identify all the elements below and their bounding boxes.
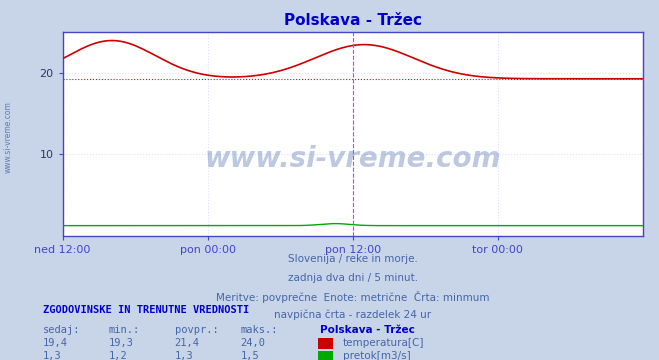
Text: maks.:: maks.:	[241, 325, 278, 335]
Text: ZGODOVINSKE IN TRENUTNE VREDNOSTI: ZGODOVINSKE IN TRENUTNE VREDNOSTI	[43, 305, 249, 315]
Text: min.:: min.:	[109, 325, 140, 335]
Text: sedaj:: sedaj:	[43, 325, 80, 335]
Text: 19,3: 19,3	[109, 338, 134, 348]
Text: 21,4: 21,4	[175, 338, 200, 348]
Text: Polskava - Tržec: Polskava - Tržec	[320, 325, 415, 335]
Text: www.si-vreme.com: www.si-vreme.com	[204, 144, 501, 172]
Text: 1,3: 1,3	[43, 351, 61, 360]
Text: povpr.:: povpr.:	[175, 325, 218, 335]
Text: www.si-vreme.com: www.si-vreme.com	[3, 101, 13, 173]
Title: Polskava - Tržec: Polskava - Tržec	[283, 13, 422, 28]
Text: zadnja dva dni / 5 minut.: zadnja dva dni / 5 minut.	[287, 273, 418, 283]
Text: 24,0: 24,0	[241, 338, 266, 348]
Text: 19,4: 19,4	[43, 338, 68, 348]
Text: Meritve: povprečne  Enote: metrične  Črta: minmum: Meritve: povprečne Enote: metrične Črta:…	[215, 291, 490, 303]
Text: navpična črta - razdelek 24 ur: navpična črta - razdelek 24 ur	[274, 310, 431, 320]
Text: Slovenija / reke in morje.: Slovenija / reke in morje.	[287, 254, 418, 264]
Text: temperatura[C]: temperatura[C]	[343, 338, 424, 348]
Text: 1,3: 1,3	[175, 351, 193, 360]
Text: pretok[m3/s]: pretok[m3/s]	[343, 351, 411, 360]
Text: 1,2: 1,2	[109, 351, 127, 360]
Text: 1,5: 1,5	[241, 351, 259, 360]
